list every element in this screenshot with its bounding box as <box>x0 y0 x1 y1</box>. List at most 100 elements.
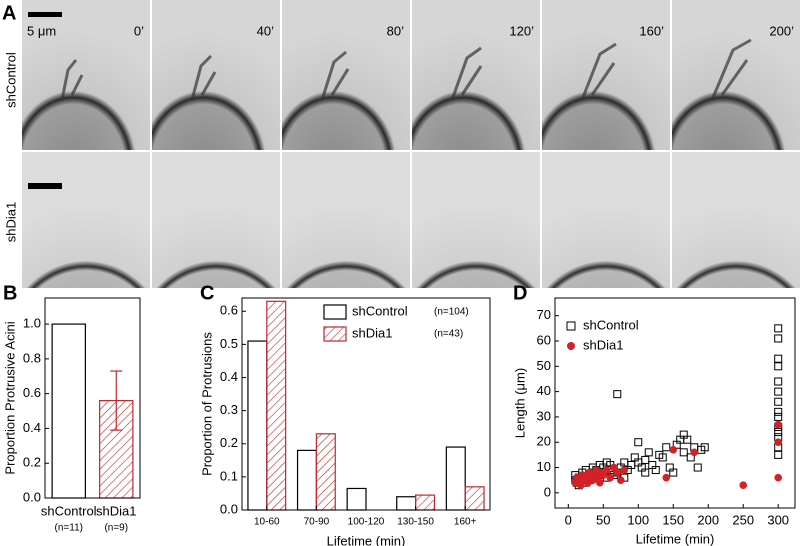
point <box>774 354 783 363</box>
point <box>641 455 650 464</box>
panel-label: D <box>513 282 527 304</box>
panel-label: A <box>2 2 16 24</box>
point <box>620 466 629 474</box>
micrograph <box>672 152 800 288</box>
bar <box>247 340 268 511</box>
bar <box>296 449 318 511</box>
y-tick-label: 0.6 <box>23 385 41 400</box>
y-tick-label: 0.4 <box>23 420 41 435</box>
point <box>662 473 671 482</box>
x-tick-label: 300 <box>767 512 789 527</box>
point <box>651 466 660 475</box>
bar <box>464 486 485 511</box>
micrograph <box>22 152 150 288</box>
y-tick-label: 70 <box>537 307 551 322</box>
x-tick-label: 130-150 <box>397 517 434 528</box>
y-tick-label: 20 <box>537 434 551 449</box>
x-tick-label: 160+ <box>454 517 477 528</box>
point <box>774 407 783 416</box>
point <box>774 428 783 437</box>
micrograph <box>542 152 670 288</box>
y-tick-label: 0.5 <box>220 336 238 351</box>
y-tick-label: 50 <box>537 358 551 373</box>
legend-label: shControl <box>352 303 408 318</box>
micrograph <box>282 152 410 288</box>
row-label: shDia1 <box>3 202 18 242</box>
x-tick-label: 250 <box>732 512 754 527</box>
x-tick-label: 10-60 <box>254 517 280 528</box>
legend-swatch <box>323 304 347 320</box>
y-tick-label: 40 <box>537 383 551 398</box>
point <box>693 463 702 472</box>
y-tick-label: 0.0 <box>220 501 238 516</box>
legend-swatch <box>323 326 347 342</box>
time-label: 200’ <box>769 23 794 38</box>
legend-label: shDia1 <box>352 325 392 340</box>
y-tick-label: 0.1 <box>220 468 238 483</box>
protrusion <box>190 54 217 101</box>
point <box>644 448 653 457</box>
bar <box>266 300 287 511</box>
plot-frame <box>44 297 141 499</box>
y-tick-label: 0.4 <box>220 369 238 384</box>
protrusion <box>320 50 350 101</box>
x-tick-label: 100-120 <box>348 517 385 528</box>
time-label: 120’ <box>509 23 534 38</box>
point <box>774 387 783 396</box>
x-tick-label: 0 <box>565 512 572 527</box>
protrusion <box>450 46 483 101</box>
point <box>613 468 622 477</box>
time-label: 40’ <box>257 23 274 38</box>
scale-bar <box>28 12 62 17</box>
point <box>641 468 650 477</box>
y-tick-label: 10 <box>537 459 551 474</box>
point <box>690 448 699 457</box>
bar <box>445 446 466 511</box>
y-tick-label: 0.2 <box>23 455 41 470</box>
plot-frame <box>241 297 491 511</box>
x-tick-note: (n=11) <box>55 523 83 534</box>
x-tick-label: 70-90 <box>304 517 330 528</box>
y-tick-label: 0.0 <box>23 489 41 504</box>
y-tick-label: 1.0 <box>23 316 41 331</box>
protrusion <box>60 59 84 101</box>
point <box>774 334 783 343</box>
y-tick-label: 0.2 <box>220 435 238 450</box>
y-tick-label: 0.6 <box>220 303 238 318</box>
scale-bar <box>28 183 62 189</box>
point <box>606 473 615 482</box>
x-tick-label: shControl <box>41 503 97 518</box>
legend-label: shDia1 <box>583 337 623 352</box>
point <box>669 468 678 477</box>
micrograph <box>412 152 540 288</box>
point <box>595 478 604 487</box>
point <box>669 446 678 454</box>
bar <box>415 494 436 511</box>
plot-frame <box>554 297 796 509</box>
x-tick-note: (n=9) <box>104 523 128 534</box>
micrograph <box>22 0 150 150</box>
divider <box>22 150 800 152</box>
point <box>774 324 783 333</box>
row-label: shControl <box>3 52 18 108</box>
y-tick-label: 30 <box>537 408 551 423</box>
x-tick-label: 100 <box>627 512 649 527</box>
point <box>774 377 783 386</box>
panel-label: C <box>200 282 214 304</box>
protrusion <box>710 38 752 101</box>
time-label: 160’ <box>639 23 664 38</box>
x-tick-label: 50 <box>596 512 610 527</box>
x-axis-label: Lifetime (min) <box>636 531 715 546</box>
legend-note: (n=43) <box>434 329 463 340</box>
legend-note: (n=104) <box>434 307 469 318</box>
point <box>774 420 783 429</box>
microscopy-panel <box>22 0 800 288</box>
point <box>774 473 783 482</box>
y-tick-label: 60 <box>537 332 551 347</box>
point <box>658 453 667 462</box>
point <box>679 448 688 457</box>
bar <box>315 433 336 511</box>
point <box>774 362 783 371</box>
y-axis-label: Length (μm) <box>512 368 527 438</box>
